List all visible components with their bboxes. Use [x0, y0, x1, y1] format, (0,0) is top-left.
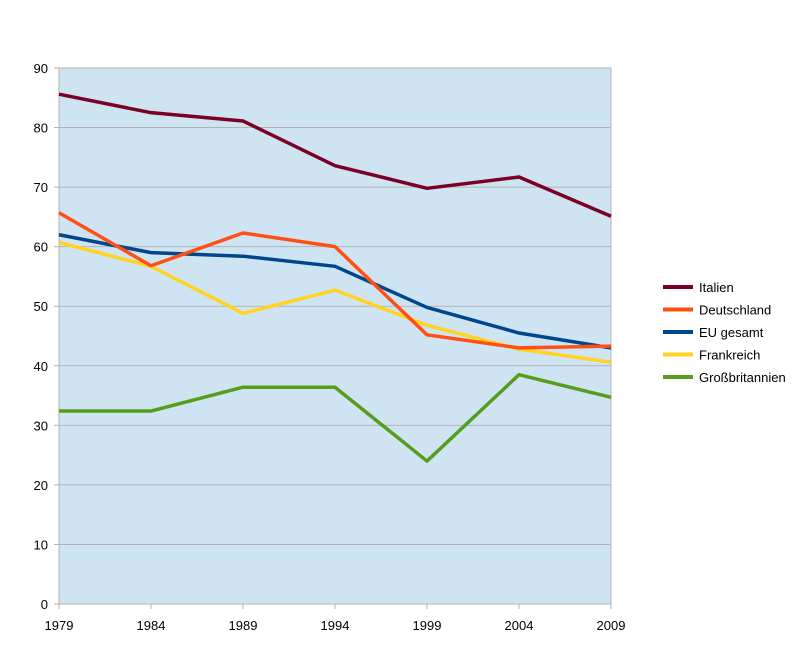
- y-tick-label: 50: [34, 299, 48, 314]
- series-line-deutschland: [58, 211, 612, 350]
- series-line-italien: [58, 92, 612, 218]
- legend-swatch: [663, 307, 693, 312]
- legend-label: Großbritannien: [699, 370, 786, 385]
- legend-label: Frankreich: [699, 348, 760, 363]
- legend-swatch: [663, 330, 693, 334]
- x-tick-label: 1979: [45, 618, 74, 633]
- legend-label: Deutschland: [699, 303, 771, 318]
- y-tick-label: 0: [41, 597, 48, 612]
- x-tick-label: 1984: [137, 618, 166, 633]
- y-axis-ticks: 0 10 20 30 40 50 60 70 80 90: [34, 61, 59, 612]
- legend-swatch: [663, 375, 693, 379]
- y-tick-label: 90: [34, 61, 48, 76]
- x-tick-label: 1989: [229, 618, 258, 633]
- plot-area: [58, 67, 612, 605]
- x-tick-label: 2009: [597, 618, 626, 633]
- y-tick-label: 10: [34, 537, 48, 552]
- y-tick-label: 40: [34, 359, 48, 374]
- legend-label: EU gesamt: [699, 325, 764, 340]
- x-axis-ticks: 1979 1984 1989 1994 1999 2004 2009: [45, 604, 626, 633]
- legend-swatch: [663, 285, 693, 289]
- series-line-eu-gesamt: [58, 233, 612, 350]
- y-tick-label: 30: [34, 418, 48, 433]
- y-tick-label: 70: [34, 180, 48, 195]
- legend-swatch: [663, 352, 693, 357]
- x-tick-label: 1999: [413, 618, 442, 633]
- y-tick-label: 80: [34, 121, 48, 136]
- y-tick-label: 20: [34, 478, 48, 493]
- y-tick-label: 60: [34, 240, 48, 255]
- x-tick-label: 2004: [505, 618, 534, 633]
- legend-label: Italien: [699, 280, 734, 295]
- legend: Italien Deutschland EU gesamt Frankreich Gro…: [663, 280, 786, 385]
- x-tick-label: 1994: [321, 618, 350, 633]
- series-line-gro-britannien: [59, 372, 612, 463]
- series-lines: [58, 92, 612, 463]
